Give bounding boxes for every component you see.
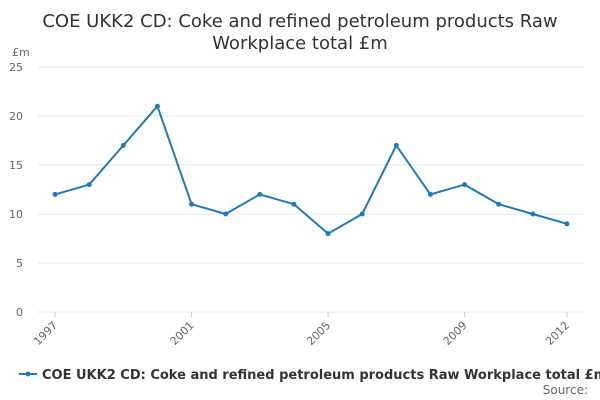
data-point-2000[interactable] (154, 103, 160, 109)
x-tick-label-2001: 2001 (168, 319, 197, 348)
data-point-2007[interactable] (393, 142, 399, 148)
gridlines (38, 66, 584, 313)
y-tick-label-25: 25 (9, 61, 23, 74)
chart-title-line-1: COE UKK2 CD: Coke and refined petroleum … (42, 11, 557, 32)
data-point-2004[interactable] (291, 201, 297, 207)
data-point-1999[interactable] (120, 142, 126, 148)
y-tick-label-0: 0 (16, 306, 23, 319)
data-point-2009[interactable] (462, 182, 468, 188)
x-tick-label-2005: 2005 (304, 319, 333, 348)
y-tick-label-15: 15 (9, 159, 23, 172)
y-tick-label-10: 10 (9, 208, 23, 221)
data-point-2011[interactable] (530, 211, 536, 217)
data-point-2006[interactable] (359, 211, 365, 217)
data-point-2008[interactable] (427, 191, 433, 197)
data-point-2012[interactable] (564, 221, 570, 227)
x-tick-label-2012: 2012 (543, 319, 572, 348)
x-tick-label-2009: 2009 (441, 319, 470, 348)
x-axis-tick-labels: 1997 2001 2005 2009 2012 (31, 312, 572, 348)
y-tick-label-20: 20 (9, 110, 23, 123)
source-label: Source: (543, 383, 588, 397)
data-point-2010[interactable] (496, 201, 502, 207)
x-tick-label-1997: 1997 (31, 319, 60, 348)
chart-title-line-2: Workplace total £m (212, 33, 388, 54)
y-axis-unit-label: £m (12, 46, 30, 59)
data-point-2003[interactable] (257, 191, 263, 197)
legend[interactable]: COE UKK2 CD: Coke and refined petroleum … (19, 368, 600, 383)
data-point-2001[interactable] (189, 201, 195, 207)
y-tick-label-5: 5 (16, 257, 23, 270)
data-point-2002[interactable] (223, 211, 229, 217)
data-point-1997[interactable] (52, 191, 58, 197)
y-axis-tick-labels: 0 5 10 15 20 25 (9, 61, 23, 319)
data-point-2005[interactable] (325, 231, 331, 237)
legend-series-label: COE UKK2 CD: Coke and refined petroleum … (42, 368, 600, 383)
legend-dot-marker (25, 371, 31, 377)
data-point-1998[interactable] (86, 182, 92, 188)
series-line-0 (54, 105, 568, 235)
series-group (52, 103, 570, 237)
